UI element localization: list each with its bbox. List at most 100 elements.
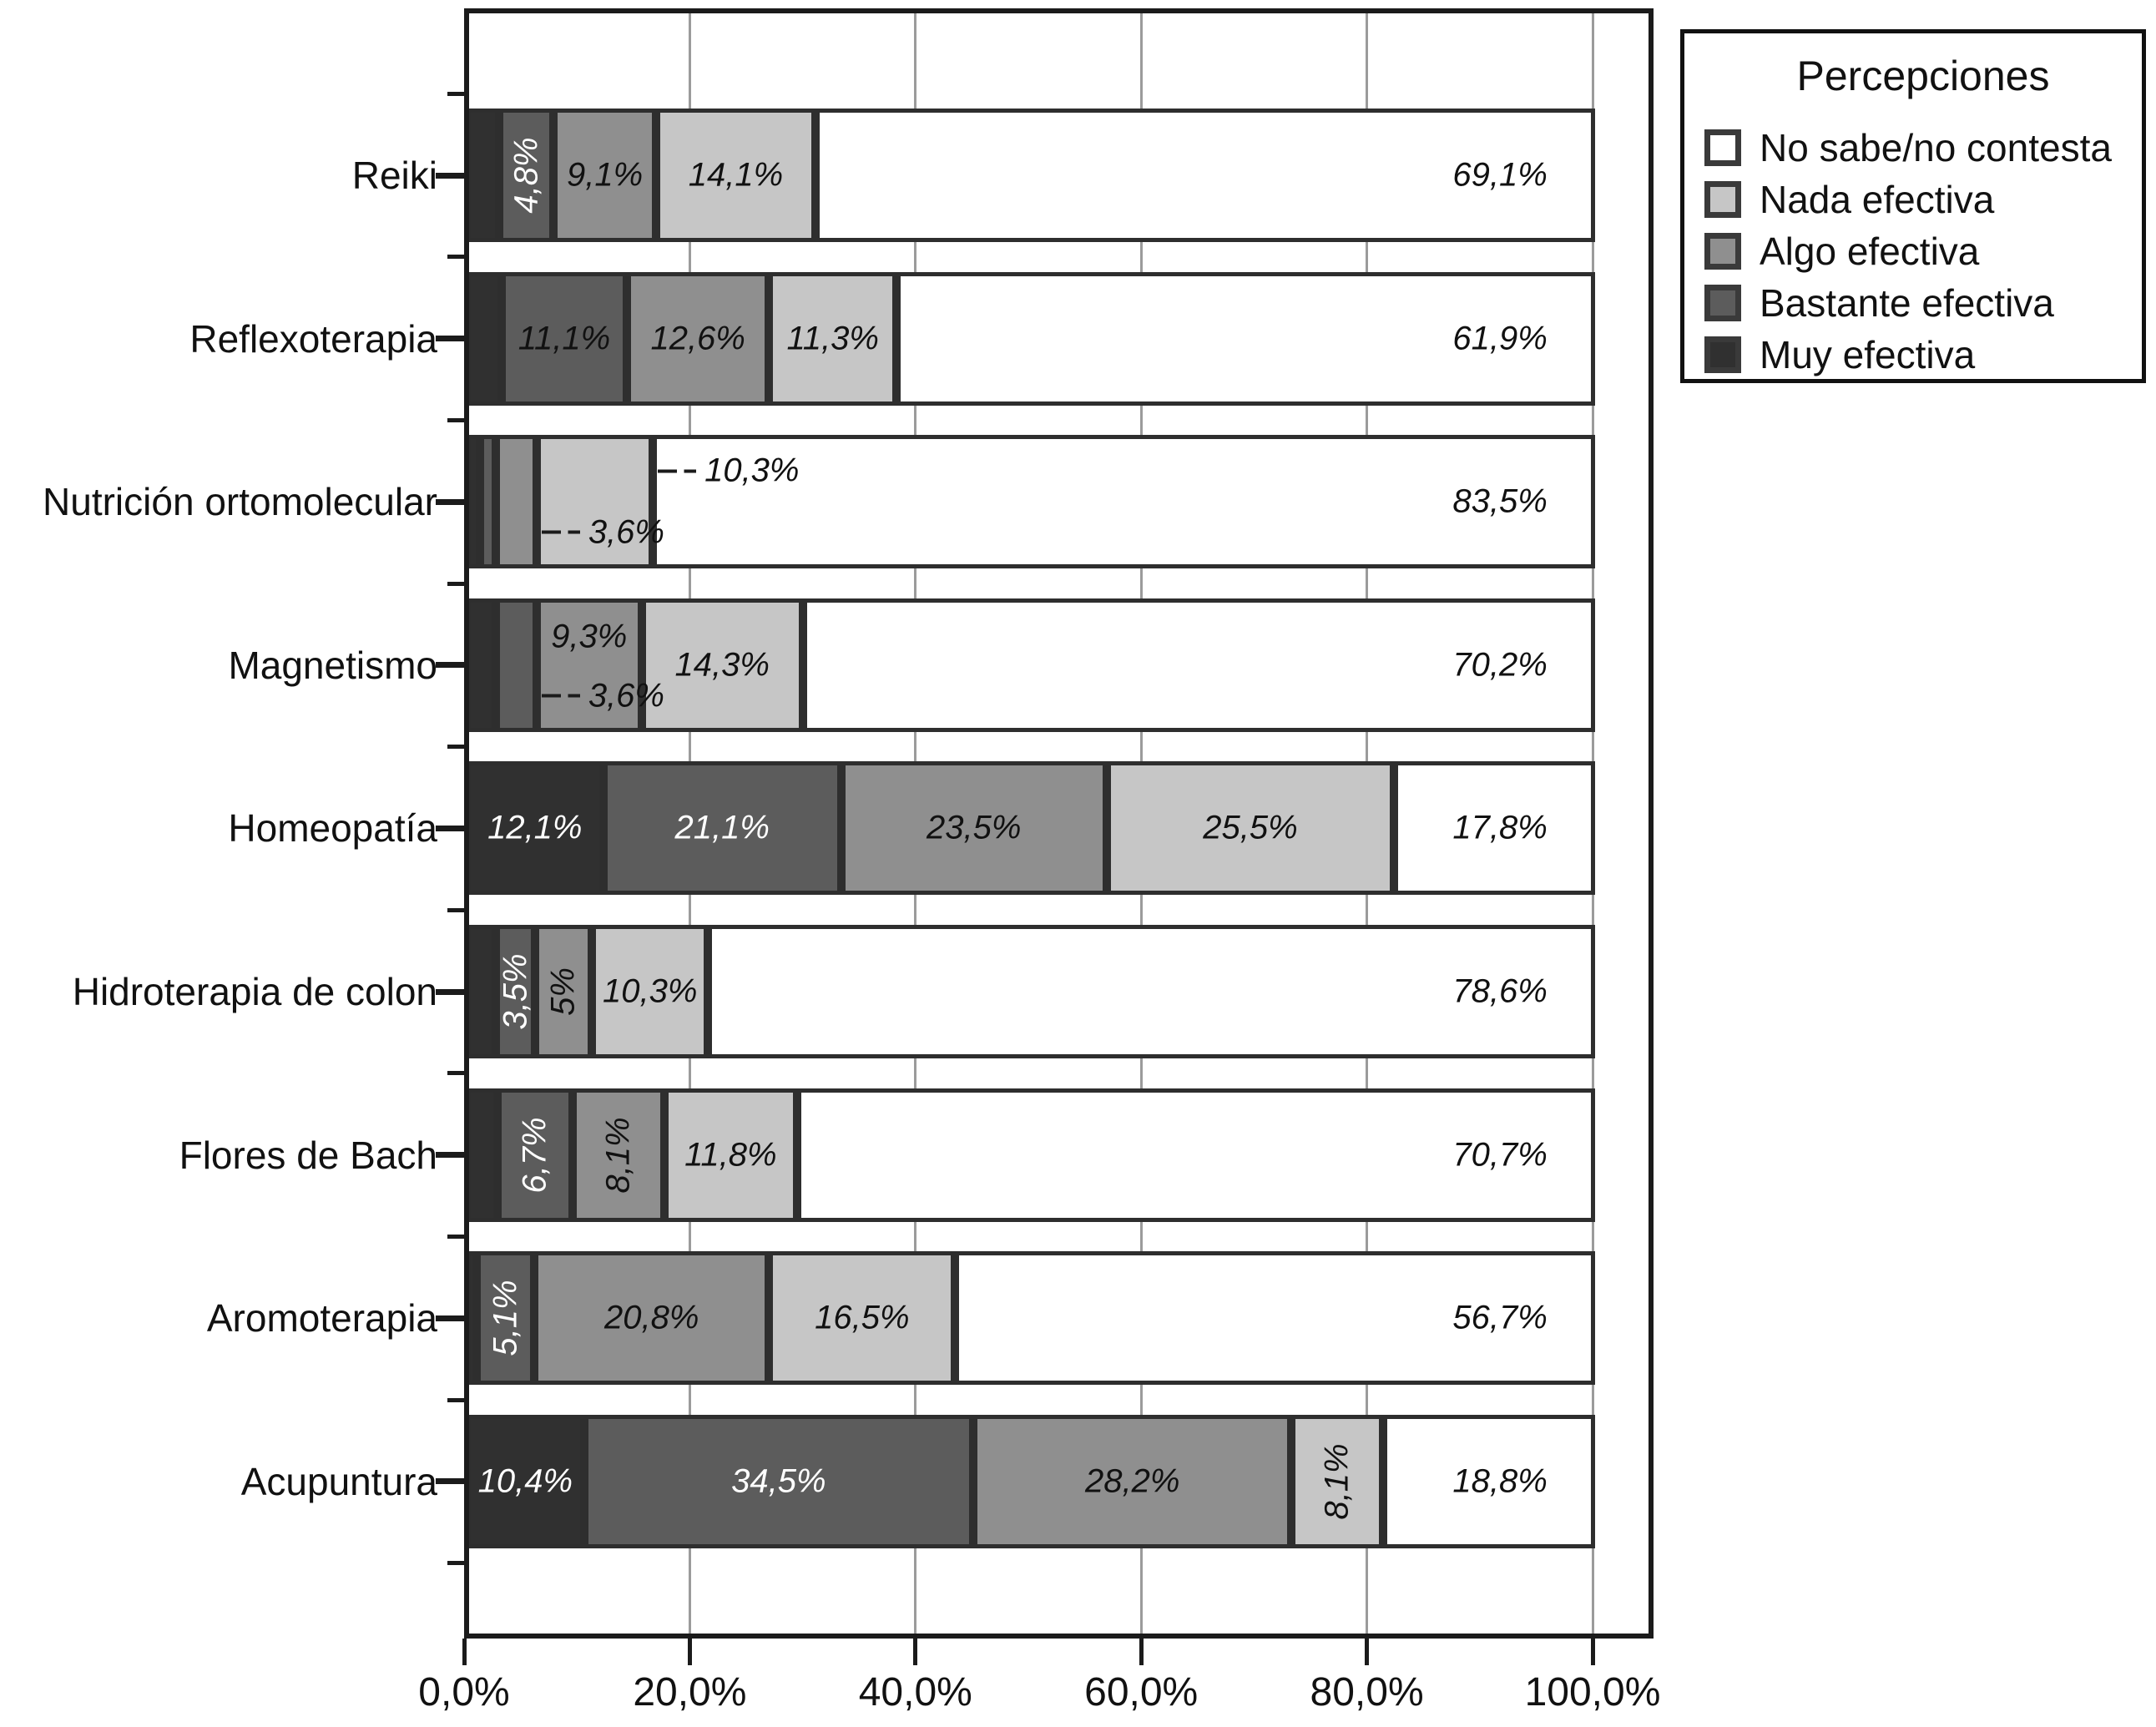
bar-segment	[1291, 1414, 1383, 1548]
legend-swatch	[1704, 233, 1741, 270]
x-tick-label: 40,0%	[858, 1670, 972, 1714]
y-axis-minor-tick	[447, 417, 464, 422]
category-label: Nutrición ortomolecular	[43, 480, 437, 524]
bar-value-label: 61,9%	[1452, 320, 1548, 357]
bar-segment	[1394, 761, 1595, 896]
category-label: Flores de Bach	[179, 1133, 437, 1177]
x-axis-tick	[462, 1639, 467, 1665]
bar-value-label: 14,1%	[688, 156, 784, 194]
y-axis-minor-tick	[447, 1397, 464, 1402]
y-axis-minor-tick	[447, 1071, 464, 1076]
legend-item-label: Muy efectiva	[1760, 333, 1976, 376]
bar-value-label: 18,8%	[1452, 1462, 1548, 1500]
bar-segment	[467, 1088, 497, 1222]
category-label: Hidroterapia de colon	[72, 970, 437, 1013]
bar-segment	[626, 271, 770, 406]
x-tick-label: 100,0%	[1524, 1670, 1661, 1714]
bar-value-label: 69,1%	[1452, 156, 1548, 194]
bar-segment	[480, 435, 497, 569]
x-axis-tick	[1590, 1639, 1595, 1665]
bar-value-label: 11,1%	[518, 320, 611, 357]
x-tick-label: 80,0%	[1310, 1670, 1424, 1714]
bar-segment	[496, 598, 537, 732]
bar-row: 4,8% 9,1% 14,1% 69,1%	[467, 109, 1595, 242]
x-tick-label: 60,0%	[1084, 1670, 1199, 1714]
bar-value-label: 12,6%	[650, 320, 745, 357]
bar-value-label: 5%	[544, 967, 582, 1016]
bar-value-label: 70,2%	[1452, 646, 1548, 684]
legend-item-label: Nada efectiva	[1760, 178, 1995, 221]
bar-segment	[499, 109, 554, 242]
bar-segment	[535, 925, 593, 1058]
y-axis-major-tick	[436, 1152, 464, 1159]
bar-segment	[467, 598, 497, 732]
bar-value-label: 9,1%	[567, 156, 644, 194]
y-axis-major-tick	[436, 662, 464, 669]
bar-segment	[653, 435, 1595, 569]
bar-segment	[708, 925, 1595, 1058]
bar-segment	[467, 109, 500, 242]
y-axis-major-tick	[436, 988, 464, 995]
y-axis-minor-tick	[447, 745, 464, 750]
bar-value-label: 83,5%	[1452, 482, 1548, 520]
legend-item: No sabe/no contesta	[1704, 122, 2142, 174]
bar-segment	[769, 1251, 956, 1386]
bar-value-label: 10,3%	[704, 452, 800, 489]
y-axis-minor-tick	[447, 1234, 464, 1239]
bar-value-label: 14,3%	[674, 646, 770, 684]
bar-segment	[534, 1251, 770, 1386]
bar-segment	[603, 761, 841, 896]
bar-value-label: 34,5%	[731, 1462, 826, 1500]
bar-value-label: 25,5%	[1203, 809, 1298, 846]
bar-value-label: 70,7%	[1452, 1136, 1548, 1174]
bar-segment	[467, 1251, 477, 1386]
bar-segment	[815, 109, 1595, 242]
bar-value-label: 6,7%	[516, 1117, 553, 1194]
bar-segment	[841, 761, 1107, 896]
x-axis-tick	[687, 1639, 692, 1665]
bar-segment	[536, 598, 642, 732]
bar-row: 3,5% 5% 10,3% 78,6%	[467, 925, 1595, 1058]
legend-item-label: Algo efectiva	[1760, 230, 1980, 273]
bar-value-callout: 3,6%	[541, 513, 664, 551]
bar-segment	[802, 598, 1595, 732]
bar-segment	[573, 1088, 664, 1222]
legend-swatch	[1704, 129, 1741, 166]
bar-segment	[955, 1251, 1595, 1386]
bar-segment	[477, 1251, 535, 1386]
bar-segment	[656, 109, 815, 242]
bar-row: 12,1% 21,1% 23,5% 25,5% 17,8%	[467, 761, 1595, 896]
category-label: Magnetismo	[228, 643, 437, 687]
y-axis-major-tick	[436, 498, 464, 505]
bar-segment	[553, 109, 657, 242]
legend-item: Nada efectiva	[1704, 174, 2142, 225]
bar-segment	[496, 435, 537, 569]
bar-segment	[1382, 1414, 1595, 1548]
bar-segment	[583, 1414, 974, 1548]
x-tick-label: 0,0%	[418, 1670, 510, 1714]
x-axis-tick	[1365, 1639, 1370, 1665]
bar-segment	[467, 925, 497, 1058]
bar-segment	[592, 925, 709, 1058]
bar-row: 3,6% 9,3% 14,3% 70,2%	[467, 598, 1595, 732]
legend-item: Muy efectiva	[1704, 329, 2142, 381]
bar-segment	[501, 271, 627, 406]
legend-item-label: No sabe/no contesta	[1760, 126, 2112, 169]
bar-segment	[536, 435, 654, 569]
y-axis-major-tick	[436, 1478, 464, 1485]
y-axis-minor-tick	[447, 907, 464, 912]
bar-value-label: 10,4%	[477, 1462, 573, 1500]
bar-value-label: 3,5%	[497, 953, 534, 1030]
bar-value-label: 11,8%	[684, 1136, 777, 1174]
bar-row: 3,6% 10,3% 83,5%	[467, 435, 1595, 569]
bar-segment	[467, 761, 603, 896]
bar-row: 10,4% 34,5% 28,2% 8,1% 18,8%	[467, 1414, 1595, 1548]
callout-leader-line	[541, 694, 580, 698]
y-axis-minor-tick	[447, 581, 464, 586]
bar-segment	[896, 271, 1595, 406]
legend-item: Bastante efectiva	[1704, 277, 2142, 329]
bar-segment	[467, 435, 481, 569]
legend-swatch	[1704, 181, 1741, 218]
bar-segment	[641, 598, 803, 732]
